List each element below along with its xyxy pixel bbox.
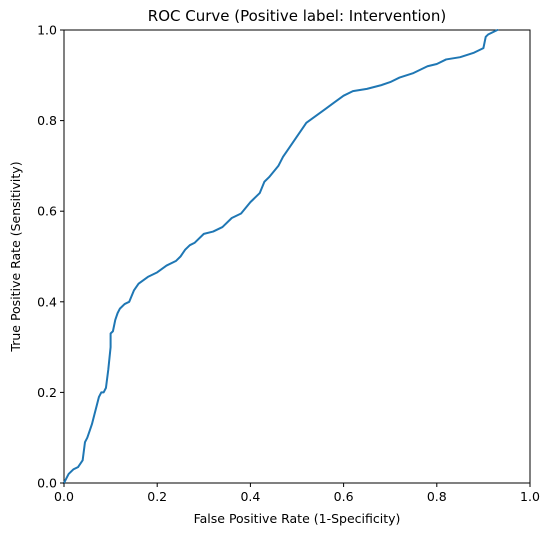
x-tick-label: 1.0 bbox=[520, 489, 540, 504]
x-tick-label: 0.4 bbox=[240, 489, 260, 504]
y-tick-label: 0.8 bbox=[37, 113, 57, 128]
y-axis: 0.0 0.2 0.4 0.6 0.8 1.0 bbox=[37, 23, 64, 491]
x-tick-label: 0.0 bbox=[54, 489, 74, 504]
x-axis: 0.0 0.2 0.4 0.6 0.8 1.0 bbox=[54, 483, 540, 504]
x-tick-label: 0.2 bbox=[147, 489, 167, 504]
y-tick-label: 0.2 bbox=[37, 385, 57, 400]
roc-curve-line bbox=[63, 29, 499, 484]
y-tick-label: 0.4 bbox=[37, 294, 57, 309]
chart-title: ROC Curve (Positive label: Intervention) bbox=[148, 7, 446, 25]
x-tick-label: 0.6 bbox=[334, 489, 354, 504]
y-tick-label: 0.6 bbox=[37, 204, 57, 219]
x-axis-label: False Positive Rate (1-Specificity) bbox=[194, 511, 401, 526]
y-tick-label: 1.0 bbox=[37, 23, 57, 38]
plot-area bbox=[63, 29, 531, 484]
y-axis-label: True Positive Rate (Sensitivity) bbox=[8, 161, 23, 352]
plot-frame bbox=[63, 29, 531, 484]
x-tick-label: 0.8 bbox=[427, 489, 447, 504]
y-tick-label: 0.0 bbox=[37, 476, 57, 491]
